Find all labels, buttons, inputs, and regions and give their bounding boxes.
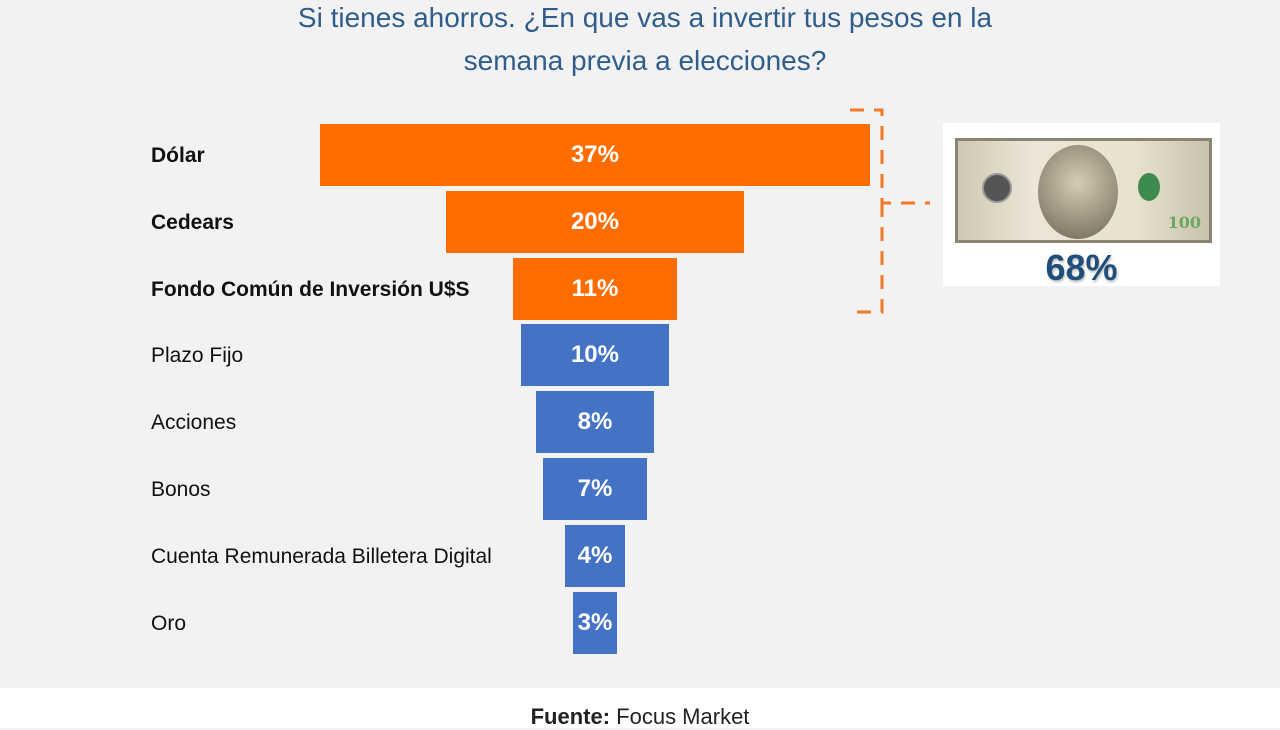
bar: 10% [520, 324, 670, 387]
hundred-dollar-bill-image: 100 [955, 138, 1212, 243]
category-label: Bonos [151, 478, 211, 501]
dollar-annotation: 100 68% [943, 123, 1220, 288]
data-label: 10% [570, 341, 619, 369]
source-value: Focus Market [616, 704, 750, 729]
data-label: 11% [571, 274, 619, 302]
source-label: Fuente: [530, 704, 611, 729]
category-label: Cedears [151, 210, 234, 234]
data-label: 3% [577, 608, 613, 636]
bar: 37% [320, 124, 870, 186]
data-label: 37% [570, 141, 619, 168]
data-label: 20% [570, 207, 619, 235]
title-line-2: semana previa a elecciones? [463, 45, 827, 76]
data-label: 7% [577, 475, 613, 502]
source-text: Fuente: Focus Market [0, 704, 1280, 730]
category-label: Fondo Común de Inversión U$S [151, 277, 470, 301]
group-total-label: 68% [1045, 247, 1118, 288]
data-label: 4% [577, 541, 613, 569]
bar: 3% [572, 591, 618, 654]
bar: 11% [513, 257, 677, 320]
bar: 4% [565, 524, 625, 587]
category-label: Oro [151, 611, 187, 635]
category-label: Cuenta Remunerada Billetera Digital [151, 544, 492, 568]
category-label: Acciones [151, 411, 237, 435]
category-label: Plazo Fijo [151, 344, 244, 368]
data-label: 8% [577, 408, 613, 436]
title-line-1: Si tienes ahorros. ¿En que vas a inverti… [297, 2, 993, 33]
category-label: Dólar [151, 144, 205, 167]
bar: 20% [446, 190, 744, 253]
bar: 8% [535, 391, 655, 454]
footer: Fuente: Focus Market [0, 688, 1280, 730]
chart-title: Si tienes ahorros. ¿En que vas a inverti… [0, 0, 1280, 82]
bar: 7% [542, 458, 647, 520]
